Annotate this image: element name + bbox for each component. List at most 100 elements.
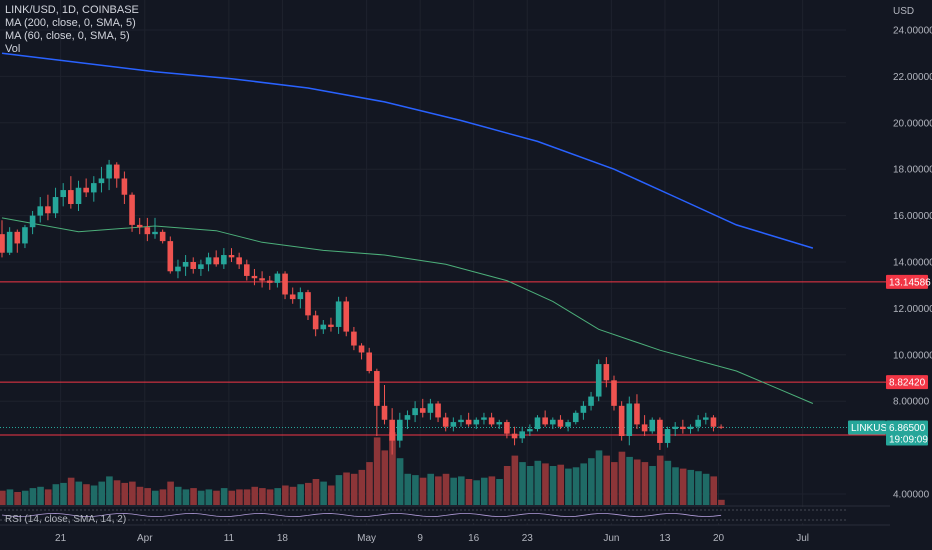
volume-bar (266, 489, 274, 505)
candle-body (75, 187, 82, 204)
volume-bar (718, 499, 725, 505)
currency-label: USD (893, 6, 914, 17)
candle-body (190, 262, 197, 269)
volume-bar (152, 490, 159, 505)
volume-bar (83, 484, 90, 505)
volume-bar (511, 455, 519, 505)
candle (14, 229, 21, 253)
candle-body (29, 215, 36, 228)
volume-bar (366, 462, 373, 505)
candle (603, 357, 610, 388)
volume-bar (389, 432, 396, 505)
x-tick-label: Jul (796, 533, 809, 544)
volume-bar (679, 468, 687, 505)
candle-body (481, 417, 487, 420)
candle (328, 317, 334, 332)
candle (221, 248, 227, 269)
volume-bar (595, 450, 603, 505)
x-tick-label: 20 (713, 533, 725, 544)
candle (450, 417, 457, 432)
volume-bar (174, 486, 182, 505)
candle-body (91, 183, 97, 193)
candle (641, 415, 648, 436)
candle (236, 252, 242, 269)
volume-bar (373, 437, 381, 505)
x-tick-label: Apr (137, 533, 153, 544)
candle (595, 359, 602, 402)
candle-body (351, 331, 357, 346)
candle (6, 227, 13, 256)
candle (389, 408, 395, 455)
x-tick-label: 23 (522, 533, 534, 544)
candle-body (488, 417, 495, 425)
y-tick-label: 14.00000 (893, 258, 932, 269)
volume-bar (488, 476, 496, 505)
ma200-line (1, 52, 814, 249)
candle-body (289, 294, 296, 300)
ma60-legend[interactable]: MA (60, close, 0, SMA, 5) (5, 30, 130, 42)
volume-bar (274, 488, 281, 505)
volume-bar (343, 472, 350, 505)
candle-body (167, 241, 174, 272)
candle (542, 410, 548, 427)
rsi-legend[interactable]: RSI (14, close, SMA, 14, 2) (5, 514, 127, 525)
candle (75, 180, 82, 211)
candle-body (37, 206, 44, 216)
candle (580, 401, 587, 420)
volume-bar (14, 492, 21, 505)
candle (68, 176, 74, 209)
volume-bar (465, 479, 473, 505)
candle (45, 194, 51, 221)
volume-legend[interactable]: Vol (5, 43, 21, 55)
candle (710, 415, 717, 432)
volume-bar (243, 489, 251, 505)
candle (557, 415, 564, 430)
candle-body (14, 231, 21, 244)
candle-body (244, 264, 250, 276)
last-price-label: 6.86500 (889, 423, 926, 434)
candle (657, 417, 663, 450)
volume-bar (67, 477, 75, 505)
candle-body (60, 190, 66, 198)
candle-body (687, 426, 694, 430)
volume-bar (381, 450, 389, 505)
candle (0, 220, 5, 258)
volume-bar (29, 488, 37, 505)
volume-bar (404, 473, 412, 505)
candle (106, 159, 112, 191)
candle (37, 197, 44, 223)
candle (91, 176, 97, 202)
y-tick-label: 22.00000 (893, 72, 932, 83)
symbol-legend[interactable]: LINK/USD, 1D, COINBASE (5, 4, 139, 16)
candle-body (282, 273, 288, 295)
volume-bar (228, 490, 236, 505)
volume-bar (557, 464, 565, 505)
x-tick-label: 13 (659, 533, 671, 544)
volume-bar (297, 484, 304, 505)
candle (419, 398, 426, 418)
volume-bar (687, 469, 695, 505)
candle (182, 255, 189, 276)
candle (397, 412, 403, 448)
volume-bar (565, 468, 572, 505)
volume-bar (572, 467, 580, 505)
candle (52, 187, 59, 218)
volume-bar (106, 476, 113, 505)
candle-body (198, 264, 204, 269)
candle (266, 275, 273, 290)
volume-bar (618, 451, 626, 505)
y-tick-label: 16.00000 (893, 211, 932, 222)
ma200-legend[interactable]: MA (200, close, 0, SMA, 5) (5, 17, 136, 29)
candle-body (98, 178, 105, 184)
candle-body (121, 178, 128, 195)
candle-body (649, 419, 656, 432)
candle-body (603, 364, 610, 381)
volume-bar (358, 469, 366, 505)
candle (404, 410, 411, 430)
candle-body (703, 417, 709, 420)
candle (213, 250, 219, 267)
candle (519, 426, 525, 443)
y-tick-label: 12.00000 (893, 304, 932, 315)
volume-bar (473, 480, 480, 505)
